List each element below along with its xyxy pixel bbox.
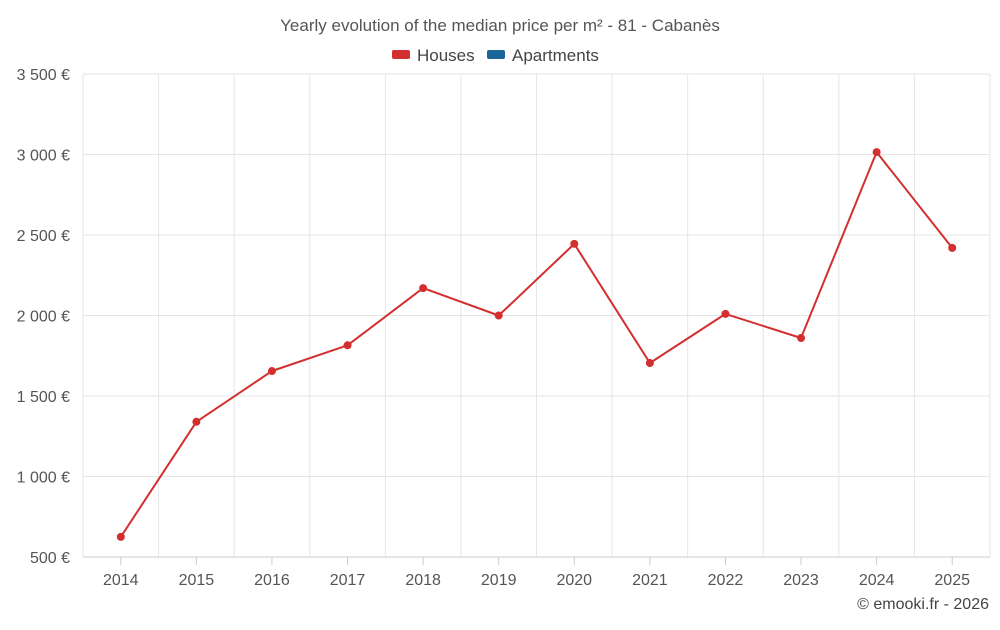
legend-item-houses[interactable]: Houses: [392, 46, 475, 65]
x-tick-label: 2021: [632, 572, 668, 589]
x-tick-label: 2016: [254, 572, 290, 589]
y-tick-label: 2 000 €: [17, 309, 70, 326]
data-point[interactable]: [343, 341, 352, 350]
plot-area: [116, 148, 957, 541]
x-tick-label: 2024: [859, 572, 895, 589]
x-tick-label: 2015: [179, 572, 215, 589]
data-point[interactable]: [570, 239, 579, 248]
y-tick-label: 1 500 €: [17, 389, 70, 406]
data-point[interactable]: [645, 358, 654, 367]
y-tick-label: 3 000 €: [17, 148, 70, 165]
x-tick-label: 2022: [708, 572, 744, 589]
legend-label-apartments: Apartments: [512, 46, 599, 65]
y-tick-label: 2 500 €: [17, 228, 70, 245]
data-point[interactable]: [872, 148, 881, 157]
x-tick-label: 2019: [481, 572, 517, 589]
data-point[interactable]: [419, 284, 428, 293]
y-tick-label: 500 €: [30, 550, 70, 567]
legend-label-houses: Houses: [417, 46, 475, 65]
legend: Houses Apartments: [392, 46, 599, 65]
x-tick-label: 2017: [330, 572, 366, 589]
legend-swatch-apartments: [487, 50, 505, 59]
data-point[interactable]: [494, 311, 503, 320]
x-tick-label: 2018: [405, 572, 441, 589]
chart-title: Yearly evolution of the median price per…: [280, 16, 720, 35]
x-tick-label: 2014: [103, 572, 139, 589]
y-tick-label: 1 000 €: [17, 470, 70, 487]
x-tick-label: 2025: [934, 572, 970, 589]
data-point[interactable]: [267, 367, 276, 376]
x-axis: 2014 2015 2016 2017 2018 2019 2020 2021 2022 2023…: [83, 556, 990, 589]
grid: [82, 73, 991, 557]
data-point[interactable]: [797, 334, 806, 343]
data-point[interactable]: [192, 417, 201, 426]
x-tick-label: 2020: [556, 572, 592, 589]
credit-text: © emooki.fr - 2026: [857, 596, 989, 613]
data-point[interactable]: [721, 309, 730, 318]
y-axis: 500 € 1 000 € 1 500 € 2 000 € 2 500 € 3 000 €…: [17, 67, 70, 567]
legend-swatch-houses: [392, 50, 410, 59]
x-tick-label: 2023: [783, 572, 819, 589]
y-tick-label: 3 500 €: [17, 67, 70, 84]
legend-item-apartments[interactable]: Apartments: [487, 46, 599, 65]
data-point[interactable]: [948, 243, 957, 252]
series-line-houses: [119, 151, 953, 538]
data-point[interactable]: [116, 532, 125, 541]
